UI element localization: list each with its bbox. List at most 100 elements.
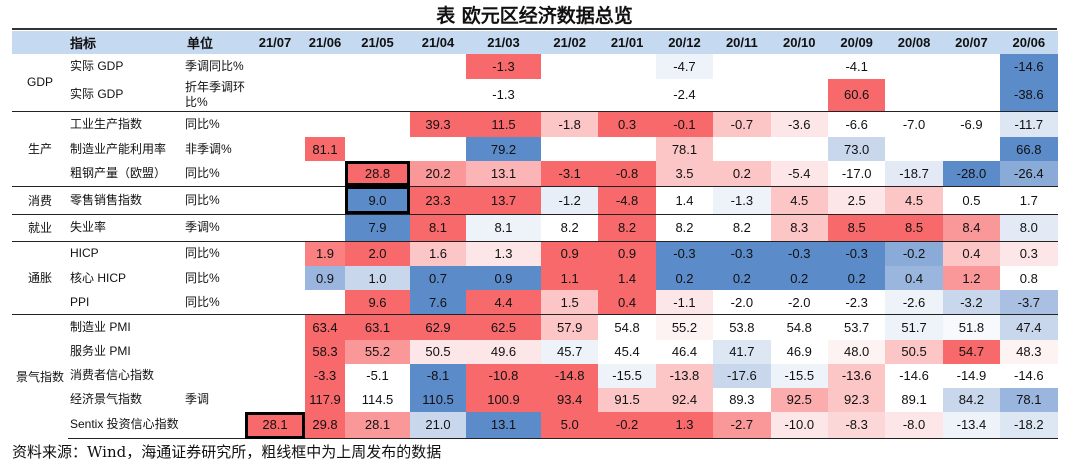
indicator-unit: 非季调%	[185, 141, 232, 156]
data-cell: 13.1	[466, 161, 541, 186]
data-cell: -10.8	[466, 363, 541, 388]
data-cell: 48.0	[827, 339, 886, 364]
data-cell: -2.3	[827, 290, 886, 315]
data-cell-highlighted: 28.1	[245, 411, 305, 439]
data-cell: 47.4	[1000, 314, 1058, 340]
column-header: 21/07	[245, 31, 305, 54]
data-cell: 11.5	[466, 110, 541, 137]
data-cell: -2.0	[770, 290, 828, 315]
data-cell: -14.9	[942, 363, 1001, 388]
indicator-name: 工业生产指数	[68, 110, 185, 137]
data-cell: 4.4	[466, 290, 541, 315]
data-cell: 20.2	[410, 161, 466, 186]
data-cell	[245, 290, 305, 315]
data-cell: 7.6	[410, 290, 466, 315]
data-cell: 73.0	[827, 137, 886, 161]
data-cell: 7.9	[345, 213, 410, 241]
indicator-name: 消费者信心指数	[70, 368, 155, 382]
data-cell: 3.5	[655, 161, 714, 186]
table-row: Sentix 投资信心指数 28.1 29.8 28.1 21.0 13.1 5.0 -0.2…	[12, 411, 1058, 439]
data-cell: 89.3	[713, 387, 771, 412]
indicator-name: Sentix 投资信心指数	[68, 411, 185, 439]
data-cell: -1.3	[466, 79, 541, 111]
data-cell: 8.1	[466, 213, 541, 241]
data-cell: 58.3	[305, 339, 345, 364]
indicator-unit: 同比%	[185, 294, 220, 309]
data-cell: 55.2	[655, 314, 714, 340]
data-cell: 8.2	[598, 213, 656, 241]
data-cell: 45.7	[541, 339, 599, 364]
data-cell: 8.2	[541, 213, 599, 241]
data-cell: 8.4	[942, 213, 1001, 241]
data-cell: 8.2	[655, 213, 714, 241]
column-header: 20/12	[655, 31, 714, 54]
data-cell: 0.3	[598, 110, 656, 137]
data-cell: 51.7	[885, 314, 943, 340]
data-cell: -1.8	[541, 110, 599, 137]
data-cell	[345, 79, 410, 111]
data-cell: 46.9	[770, 339, 828, 364]
data-cell: 92.5	[770, 387, 828, 412]
data-cell	[305, 54, 345, 79]
data-cell: 114.5	[345, 387, 410, 412]
data-cell: -8.0	[885, 411, 943, 439]
data-cell: 0.8	[1000, 266, 1058, 290]
data-cell	[598, 79, 655, 111]
data-cell	[541, 137, 598, 161]
data-cell: 0.5	[942, 185, 1001, 214]
indicator-unit	[185, 411, 245, 439]
data-cell: 66.8	[1000, 137, 1058, 161]
data-cell: -0.2	[885, 240, 943, 266]
data-cell: 2.0	[345, 240, 410, 266]
indicator-unit: 季调	[185, 392, 210, 406]
data-cell: 92.3	[827, 387, 886, 412]
data-cell	[713, 54, 770, 79]
column-header: 21/05	[345, 31, 410, 54]
data-cell: 51.8	[942, 314, 1001, 340]
data-cell	[410, 137, 466, 161]
data-cell	[245, 137, 305, 161]
table-row: 实际 GDP 折年季调环比% -1.3 -2.4 60.6 -38.6	[12, 79, 1058, 111]
data-cell	[245, 388, 305, 412]
data-cell: 53.8	[713, 314, 771, 340]
column-header: 21/03	[466, 31, 541, 54]
data-cell: 53.7	[827, 314, 886, 340]
data-cell: -10.0	[770, 411, 828, 439]
column-header: 20/07	[942, 31, 1001, 54]
data-cell: -14.6	[1000, 363, 1058, 388]
data-cell: 23.3	[410, 185, 466, 214]
data-cell: 29.8	[305, 411, 345, 439]
data-cell: -14.6	[885, 363, 943, 388]
header-row: 指标 单位 21/07 21/06 21/05 21/04 21/03 21/02 21/01 2…	[12, 31, 1058, 54]
data-cell	[943, 137, 1000, 161]
data-cell: -18.2	[1000, 411, 1058, 439]
table-row: 通胀 HICP 同比% 1.9 2.0 1.6 1.3 0.9 0.9 -0.3 -0.3 -0.3-…	[12, 240, 1058, 315]
data-cell-highlighted: 28.8	[345, 161, 410, 186]
data-cell: 13.1	[466, 411, 541, 439]
data-cell: -0.3	[713, 240, 771, 266]
data-cell: 48.3	[1000, 339, 1058, 364]
eurozone-data-table: 指标 单位 21/07 21/06 21/05 21/04 21/03 21/02 21/01 2…	[12, 31, 1058, 439]
data-cell	[245, 340, 305, 364]
data-cell: 92.4	[655, 387, 714, 412]
data-cell	[598, 54, 655, 79]
data-cell: 5.0	[541, 411, 599, 439]
data-cell: 1.3	[655, 411, 714, 439]
data-cell: -1.3	[466, 54, 541, 79]
data-cell	[245, 110, 305, 137]
data-cell: 46.4	[655, 339, 714, 364]
data-cell: 1.2	[942, 266, 1001, 290]
indicator-unit: 同比%	[185, 110, 245, 137]
data-cell: 49.6	[466, 339, 541, 364]
data-cell	[305, 185, 345, 214]
data-cell: 4.5	[885, 185, 943, 214]
column-header: 21/06	[305, 31, 345, 54]
data-cell: 0.2	[713, 161, 771, 186]
data-cell: -0.3	[770, 240, 828, 266]
data-cell	[305, 110, 345, 137]
data-cell	[713, 79, 770, 111]
table-row: 消费 零售销售指数 同比% 9.0 23.3 13.7 -1.2 -4.8 1.4 -1.3 4.5…	[12, 185, 1058, 214]
data-cell: 117.9	[305, 387, 345, 412]
group-label: 景气指数	[12, 314, 68, 439]
data-cell: -0.1	[655, 110, 714, 137]
